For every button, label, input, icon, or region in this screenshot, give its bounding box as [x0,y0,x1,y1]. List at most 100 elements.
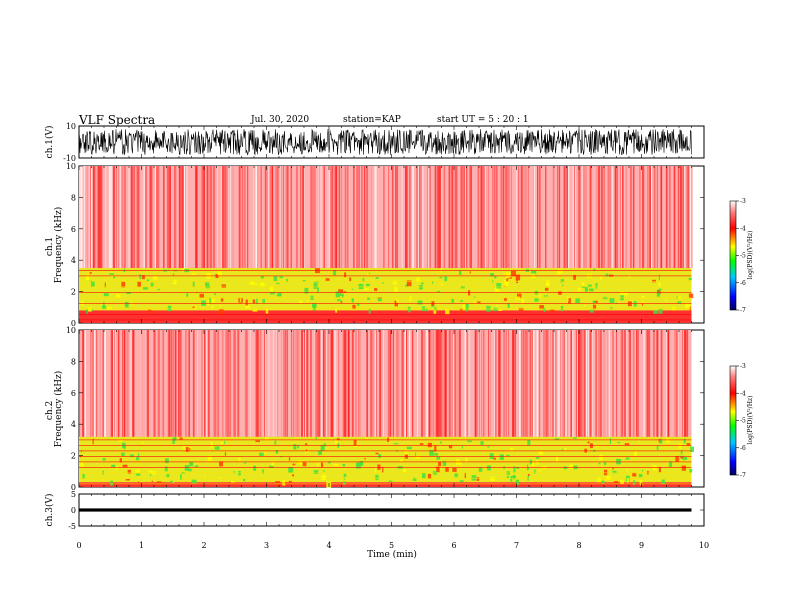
spec-patch [507,475,509,479]
spec-patch [625,457,630,460]
spec-streak [174,166,176,269]
spec-streak [151,166,153,269]
spec-streak [608,330,611,437]
spec-patch [253,465,257,471]
spec-patch [269,286,274,292]
ch3-wave-ylabel: ch.3(V) [44,494,55,527]
spec-patch [244,462,247,464]
colorbar-tick-label: -7 [740,307,746,314]
spec-streak [176,166,179,269]
spec-patch [157,288,161,291]
ch1-spectrogram [79,166,694,323]
spec-patch [238,458,241,461]
spec-streak [667,166,669,269]
spec-streak [488,330,490,437]
spec-streak [317,330,320,437]
spec-patch [362,277,365,282]
spec-streak [522,330,523,437]
spec-streak [83,166,85,269]
spec-patch [683,438,686,444]
spec-patch [633,301,637,307]
spec-patch [243,478,246,482]
spec-patch [490,273,494,277]
spec-patch [494,275,497,279]
spec-streak [230,166,232,269]
spec-patch [408,306,411,313]
spec-patch [639,480,643,486]
spec-patch [452,468,457,472]
spec-streak [620,166,621,269]
spec-patch [304,287,309,294]
spec-patch [150,282,154,287]
spec-streak [319,330,321,437]
spec-patch [219,309,224,315]
spec-patch [194,465,199,468]
spec-streak [502,166,505,269]
ch1-colorbar [729,200,737,311]
spec-streak [354,166,356,269]
spec-streak [624,166,626,269]
spec-patch [601,480,605,484]
spec-patch [478,467,483,472]
spec-patch [219,305,222,307]
spec-streak [618,166,619,269]
spec-patch [534,298,539,302]
spec-patch [124,301,129,308]
spec-patch [689,469,693,473]
spec-patch [149,474,152,476]
spec-streak [568,330,570,437]
spec-patch [535,457,540,459]
spec-streak [209,166,211,269]
spec-patch [496,304,498,308]
spec-streak [218,330,220,437]
spec-patch [262,299,265,303]
spec-patch [421,282,424,285]
spec-patch [432,281,434,284]
spec-patch [584,286,588,292]
spec-patch [351,298,354,303]
spec-patch [477,301,481,303]
spec-streak [677,330,679,437]
spec-streak [426,330,428,437]
colorbar-tick-label: -6 [740,280,746,287]
spec-streak [684,330,686,437]
spec-streak [363,166,366,269]
spec-streak [202,330,203,437]
spec-streak [110,330,113,437]
spec-streak [465,166,467,269]
spec-patch [506,278,509,282]
spec-streak [164,166,166,269]
spec-patch [599,454,603,461]
spec-streak [626,330,628,437]
spec-patch [614,481,619,486]
spec-patch [276,282,280,285]
spec-patch [609,297,615,303]
spec-patch [148,309,152,313]
ch2-spectrogram [79,330,694,488]
spec-streak [102,330,104,437]
spec-patch [624,443,630,446]
ch1-spec-ylabel: ch.1 Frequency (kHz) [45,207,64,284]
spec-patch [628,275,631,279]
spec-streak [536,166,538,269]
spec-streak [389,330,392,437]
spec-streak [612,330,614,437]
spec-streak [615,166,617,269]
spec-streak [526,330,529,437]
station-label: station=KAP [343,115,401,125]
spec-streak [328,166,330,269]
ch1-wave-ylabel: ch.1(V) [44,126,55,159]
spec-patch [315,437,318,439]
spec-streak [496,330,497,437]
spec-patch [382,466,384,473]
spec-streak [189,330,190,437]
spec-streak [411,330,414,437]
spec-streak [278,166,280,269]
spec-streak [111,330,113,437]
y-tick-label: 6 [71,389,76,398]
spec-streak [370,166,372,269]
spec-streak [330,330,331,437]
spec-streak [310,166,312,269]
spec-patch [678,458,680,460]
spec-streak [216,166,218,269]
